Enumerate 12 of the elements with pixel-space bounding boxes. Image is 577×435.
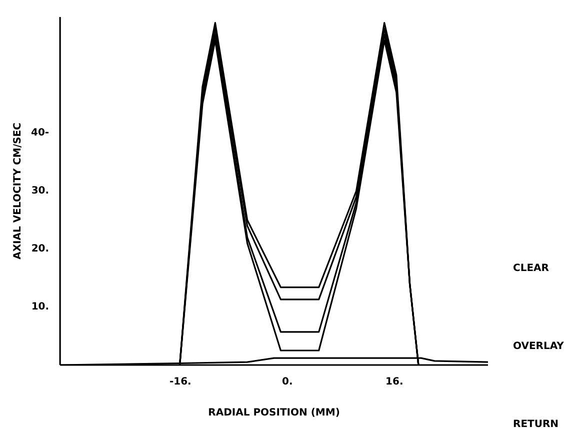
- y-axis-title: AXIAL VELOCITY CM/SEC: [12, 122, 24, 260]
- y-tick-label: 40-: [30, 128, 50, 139]
- x-tick-label: 16.: [386, 376, 404, 388]
- y-tick-label: 30.: [31, 186, 50, 197]
- y-tick-label: 20.: [31, 244, 50, 255]
- x-tick-label: 0.: [282, 376, 293, 388]
- x-axis-title: RADIAL POSITION (MM): [208, 408, 340, 419]
- text: RETURN: [513, 419, 559, 430]
- x-tick-label: -16.: [169, 376, 192, 388]
- text: CLEAR: [513, 263, 549, 274]
- y-tick-label: 10.: [31, 302, 50, 313]
- text: OVERLAY: [513, 341, 564, 352]
